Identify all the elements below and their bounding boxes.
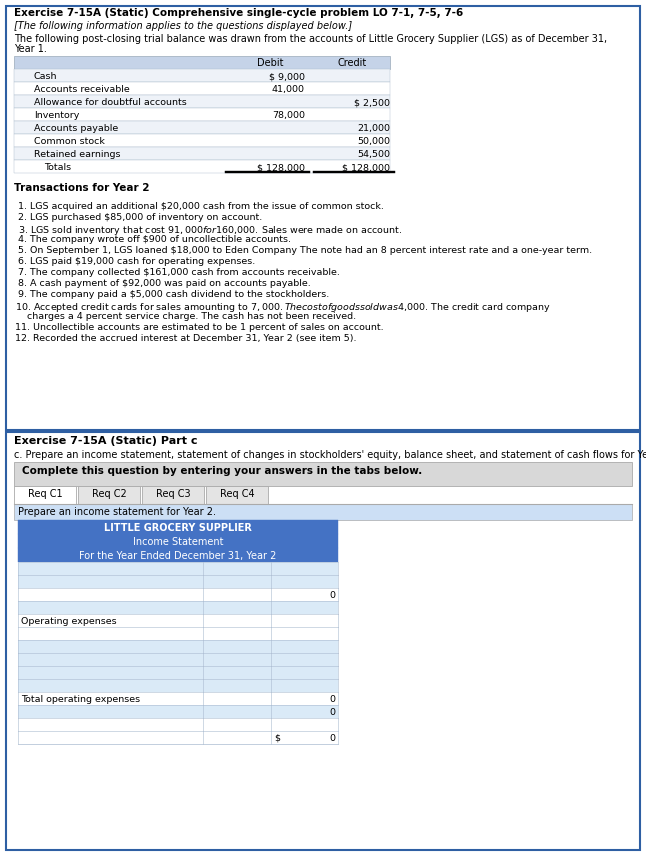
Text: 2. LGS purchased $85,000 of inventory on account.: 2. LGS purchased $85,000 of inventory on… <box>15 213 262 222</box>
Bar <box>18 520 338 534</box>
Text: Credit: Credit <box>337 58 367 68</box>
Text: Req C3: Req C3 <box>156 489 191 499</box>
Bar <box>18 653 338 666</box>
Text: Prepare an income statement for Year 2.: Prepare an income statement for Year 2. <box>18 507 216 517</box>
Text: The following post-closing trial balance was drawn from the accounts of Little G: The following post-closing trial balance… <box>14 34 607 44</box>
Text: $ 128,000: $ 128,000 <box>342 163 390 172</box>
Text: Exercise 7-15A (Static) Part c: Exercise 7-15A (Static) Part c <box>14 436 198 446</box>
Text: Income Statement: Income Statement <box>132 537 224 547</box>
Bar <box>18 548 338 562</box>
Text: Inventory: Inventory <box>34 111 79 120</box>
Text: 54,500: 54,500 <box>357 150 390 159</box>
Text: 21,000: 21,000 <box>357 124 390 133</box>
Text: [The following information applies to the questions displayed below.]: [The following information applies to th… <box>14 21 352 31</box>
Bar <box>18 731 338 744</box>
Bar <box>18 666 338 679</box>
Text: 11. Uncollectible accounts are estimated to be 1 percent of sales on account.: 11. Uncollectible accounts are estimated… <box>15 323 384 332</box>
Bar <box>14 108 390 121</box>
Text: 9. The company paid a $5,000 cash dividend to the stockholders.: 9. The company paid a $5,000 cash divide… <box>15 290 329 299</box>
Text: $: $ <box>274 734 280 743</box>
Bar <box>18 601 338 614</box>
Text: 41,000: 41,000 <box>272 85 305 94</box>
Text: Common stock: Common stock <box>34 137 105 146</box>
Text: Allowance for doubtful accounts: Allowance for doubtful accounts <box>34 98 187 107</box>
Text: Exercise 7-15A (Static) Comprehensive single-cycle problem LO 7-1, 7-5, 7-6: Exercise 7-15A (Static) Comprehensive si… <box>14 8 463 18</box>
Text: Req C4: Req C4 <box>220 489 255 499</box>
Bar <box>14 486 76 504</box>
Text: 1. LGS acquired an additional $20,000 cash from the issue of common stock.: 1. LGS acquired an additional $20,000 ca… <box>15 202 384 211</box>
Bar <box>18 718 338 731</box>
Bar <box>18 562 338 575</box>
Bar <box>14 462 632 486</box>
Text: 0: 0 <box>329 708 335 717</box>
Bar <box>14 56 390 69</box>
Text: Transactions for Year 2: Transactions for Year 2 <box>14 183 149 193</box>
Text: 8. A cash payment of $92,000 was paid on accounts payable.: 8. A cash payment of $92,000 was paid on… <box>15 279 311 288</box>
Bar <box>14 69 390 82</box>
Bar <box>14 147 390 160</box>
Bar <box>14 160 390 173</box>
Text: 78,000: 78,000 <box>272 111 305 120</box>
Text: LITTLE GROCERY SUPPLIER: LITTLE GROCERY SUPPLIER <box>104 523 252 533</box>
Bar <box>78 486 140 504</box>
Bar <box>14 82 390 95</box>
Text: 0: 0 <box>329 695 335 704</box>
Text: 0: 0 <box>329 734 335 743</box>
Text: 10. Accepted credit cards for sales amounting to $7,000. The cost of goods sold : 10. Accepted credit cards for sales amou… <box>15 301 551 314</box>
Text: Retained earnings: Retained earnings <box>34 150 121 159</box>
Bar <box>18 575 338 588</box>
Text: Req C2: Req C2 <box>92 489 127 499</box>
Text: 5. On September 1, LGS loaned $18,000 to Eden Company The note had an 8 percent : 5. On September 1, LGS loaned $18,000 to… <box>15 246 592 255</box>
Text: 4. The company wrote off $900 of uncollectible accounts.: 4. The company wrote off $900 of uncolle… <box>15 235 291 244</box>
Bar <box>18 614 338 627</box>
Text: Year 1.: Year 1. <box>14 44 47 54</box>
Bar <box>14 95 390 108</box>
Text: 0: 0 <box>329 591 335 600</box>
Text: c. Prepare an income statement, statement of changes in stockholders' equity, ba: c. Prepare an income statement, statemen… <box>14 450 646 460</box>
Bar <box>142 486 204 504</box>
Text: 7. The company collected $161,000 cash from accounts receivable.: 7. The company collected $161,000 cash f… <box>15 268 340 277</box>
Text: 3. LGS sold inventory that cost $91,000 for $160,000. Sales were made on account: 3. LGS sold inventory that cost $91,000 … <box>15 224 402 237</box>
Text: Req C1: Req C1 <box>28 489 62 499</box>
Bar <box>6 6 640 430</box>
Bar <box>14 504 632 520</box>
Bar <box>18 534 338 548</box>
Text: $ 9,000: $ 9,000 <box>269 72 305 81</box>
Text: 50,000: 50,000 <box>357 137 390 146</box>
Bar <box>18 640 338 653</box>
Text: Accounts payable: Accounts payable <box>34 124 118 133</box>
Text: charges a 4 percent service charge. The cash has not been received.: charges a 4 percent service charge. The … <box>15 312 356 321</box>
Text: 6. LGS paid $19,000 cash for operating expenses.: 6. LGS paid $19,000 cash for operating e… <box>15 257 255 266</box>
Text: Total operating expenses: Total operating expenses <box>21 695 140 704</box>
Bar <box>6 432 640 850</box>
Text: Debit: Debit <box>256 58 283 68</box>
Text: Accounts receivable: Accounts receivable <box>34 85 130 94</box>
Bar <box>18 692 338 705</box>
Text: For the Year Ended December 31, Year 2: For the Year Ended December 31, Year 2 <box>79 551 276 561</box>
Bar <box>14 121 390 134</box>
Text: $ 2,500: $ 2,500 <box>354 98 390 107</box>
Text: Cash: Cash <box>34 72 57 81</box>
Text: Operating expenses: Operating expenses <box>21 617 117 626</box>
Bar <box>18 588 338 601</box>
Text: $ 128,000: $ 128,000 <box>257 163 305 172</box>
Bar <box>18 627 338 640</box>
Text: Complete this question by entering your answers in the tabs below.: Complete this question by entering your … <box>22 466 422 476</box>
Bar <box>18 705 338 718</box>
Bar <box>18 679 338 692</box>
Bar <box>206 486 268 504</box>
Text: Totals: Totals <box>44 163 71 172</box>
Bar <box>14 134 390 147</box>
Text: 12. Recorded the accrued interest at December 31, Year 2 (see item 5).: 12. Recorded the accrued interest at Dec… <box>15 334 357 343</box>
